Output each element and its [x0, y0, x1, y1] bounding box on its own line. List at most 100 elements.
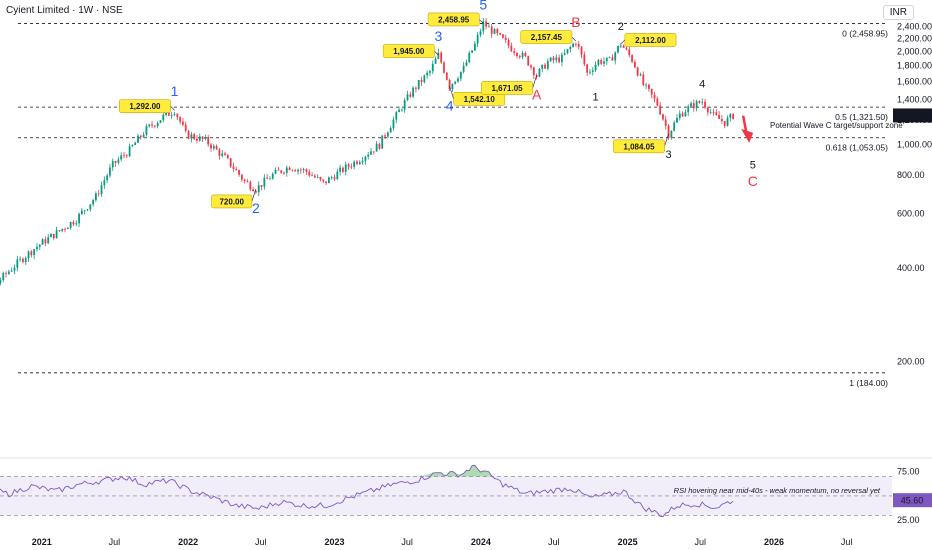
candle — [30, 250, 33, 258]
candle — [532, 66, 535, 79]
candle-body — [420, 80, 423, 83]
candle-body — [80, 210, 83, 214]
candle — [673, 120, 676, 132]
candle — [156, 121, 159, 129]
candle-body — [462, 65, 465, 72]
candle-body — [249, 182, 252, 190]
candle-body — [605, 57, 608, 62]
candle — [381, 135, 384, 149]
candle-body — [569, 47, 572, 50]
candle — [482, 17, 485, 35]
candle-body — [563, 53, 566, 55]
candle-body — [552, 57, 555, 61]
wave-label: 5 — [750, 160, 756, 172]
candle — [159, 120, 162, 124]
candle — [594, 61, 597, 72]
candle — [406, 90, 409, 102]
candle-body — [187, 130, 190, 139]
candle-body — [614, 52, 617, 61]
candle-body — [572, 43, 575, 48]
candle-body — [518, 56, 521, 58]
target-zone-annotation: Potential Wave C target/support zone — [770, 121, 903, 130]
swing-price-box — [427, 12, 480, 27]
candle-body — [485, 21, 487, 27]
candle-body — [10, 270, 13, 272]
candle — [297, 168, 299, 175]
candle — [339, 164, 342, 176]
candle — [263, 174, 266, 190]
candle — [704, 98, 706, 110]
candle-body — [78, 213, 80, 224]
candle — [342, 166, 344, 174]
candle — [670, 130, 673, 140]
candle — [659, 101, 662, 116]
candle — [468, 50, 471, 64]
candle-body — [389, 128, 392, 133]
candle-body — [459, 71, 462, 79]
currency-button[interactable]: INR — [882, 5, 914, 20]
candle — [415, 86, 417, 93]
fib-level-label: 0.5 (1,321.50) — [835, 112, 888, 122]
candle — [690, 101, 692, 107]
candle-body — [656, 98, 659, 106]
candle — [454, 81, 457, 85]
wave-label: 2 — [252, 200, 260, 216]
candle — [389, 126, 392, 133]
candle — [139, 134, 142, 140]
candle — [196, 135, 198, 144]
candle — [563, 49, 566, 56]
candle-body — [221, 153, 224, 156]
candle-body — [628, 49, 631, 56]
candle-body — [61, 228, 64, 231]
swing-connector — [571, 36, 577, 42]
candle — [496, 27, 499, 36]
candle-body — [664, 119, 667, 126]
candle-body — [412, 87, 415, 97]
candle — [473, 40, 476, 52]
candle-body — [151, 124, 153, 126]
candle-body — [266, 177, 269, 179]
candle — [448, 78, 451, 92]
candle-body — [125, 155, 128, 157]
candle-body — [19, 258, 22, 260]
candle-body — [204, 137, 207, 140]
candle-body — [448, 79, 451, 90]
candle-body — [429, 71, 431, 73]
candle-body — [490, 26, 493, 34]
rsi-annotation: RSI hovering near mid-40s - weak momentu… — [674, 486, 881, 495]
candle — [302, 167, 305, 174]
candle — [636, 66, 639, 77]
candle-body — [591, 70, 594, 72]
candle — [66, 227, 69, 230]
candle — [97, 189, 100, 197]
candle — [131, 144, 134, 148]
candle — [344, 161, 347, 176]
candle — [650, 88, 653, 99]
candle — [395, 110, 398, 124]
candle — [148, 123, 151, 128]
candle — [153, 125, 156, 129]
swing-price-box — [624, 33, 677, 47]
time-tick-label: 2023 — [324, 537, 344, 547]
candle — [325, 181, 327, 185]
candle-body — [370, 151, 372, 155]
candle-body — [229, 158, 232, 167]
candle — [558, 54, 560, 64]
candle — [676, 114, 678, 123]
swing-price-label: 1,945.00 — [393, 47, 425, 56]
candle-body — [350, 166, 353, 168]
candle-body — [24, 258, 27, 263]
candle — [488, 22, 490, 28]
candle-body — [678, 113, 681, 119]
candle — [229, 157, 232, 168]
candle-body — [0, 280, 2, 283]
candle-body — [648, 84, 650, 89]
swing-connector — [620, 39, 626, 45]
candle-body — [30, 251, 33, 256]
candle — [577, 40, 580, 50]
candle — [471, 50, 473, 54]
candle-body — [89, 204, 92, 210]
candle-body — [706, 107, 709, 113]
candle-body — [64, 228, 66, 230]
